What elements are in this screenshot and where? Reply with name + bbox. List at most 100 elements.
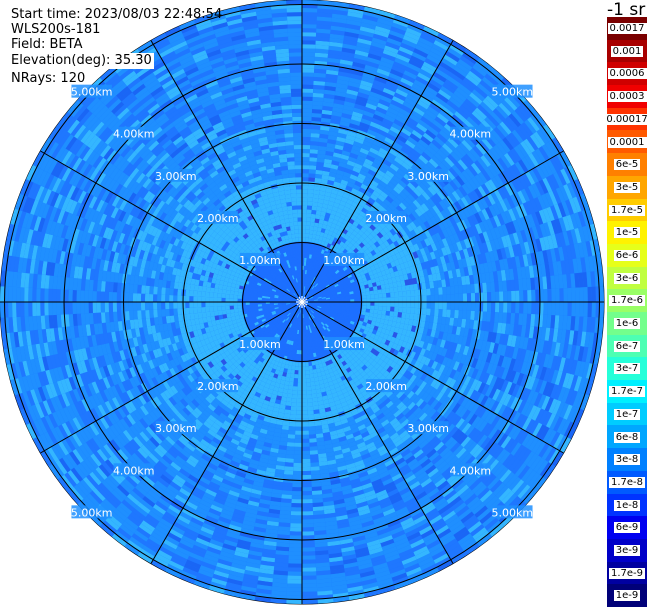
field-label: Field: BETA (11, 37, 83, 52)
colorbar-level-label: 0.0001 (607, 136, 647, 148)
range-label-text: 3.00km (155, 422, 197, 435)
range-label-text: 1.00km (323, 254, 365, 267)
colorbar-level: 1.7e-8 (607, 470, 647, 495)
range-label-text: 1.00km (239, 338, 281, 351)
colorbar-level-label: 1.7e-5 (608, 204, 646, 216)
range-label-text: 5.00km (492, 506, 534, 519)
range-label-text: 4.00km (113, 464, 155, 477)
colorbar-level: 6e-7 (607, 334, 647, 358)
range-label: 3.00km (407, 168, 449, 183)
colorbar-level: 1e-7 (607, 402, 647, 426)
colorbar-level-label: 1e-8 (613, 499, 641, 511)
range-label: 1.00km (239, 252, 281, 267)
colorbar-level: 1.7e-6 (607, 289, 647, 313)
colorbar-level-label: 0.00017 (604, 113, 647, 125)
range-label: 2.00km (197, 210, 239, 225)
range-label: 5.00km (71, 84, 112, 99)
colorbar-level: 1e-5 (607, 221, 647, 245)
range-label-text: 4.00km (113, 128, 155, 141)
ppi-gates (0, 0, 604, 604)
colorbar-level: 0.0001 (607, 130, 647, 154)
range-label: 4.00km (113, 126, 155, 141)
azimuth-line (40, 301, 303, 454)
range-label: 1.00km (323, 337, 365, 351)
colorbar-level: 0.0006 (607, 62, 647, 86)
range-label-text: 5.00km (71, 506, 113, 519)
colorbar-level-label: 3e-8 (613, 454, 641, 466)
range-label: 1.00km (239, 337, 281, 351)
range-label: 4.00km (449, 463, 491, 477)
range-label: 3.00km (155, 168, 197, 183)
colorbar-level: 1e-9 (607, 584, 647, 607)
colorbar-level: 1e-6 (607, 312, 647, 336)
range-label-text: 3.00km (155, 170, 197, 183)
colorbar-level: 1e-8 (607, 493, 647, 517)
colorbar-level-label: 3e-6 (613, 272, 641, 284)
colorbar-level-label: 1.7e-7 (608, 386, 646, 398)
azimuth-line (301, 150, 564, 303)
azimuth-line (40, 150, 303, 303)
colorbar-level: 6e-6 (607, 243, 647, 268)
colorbar-level: 3e-7 (607, 357, 647, 381)
range-label: 4.00km (113, 463, 155, 477)
colorbar-level: 1.7e-5 (607, 198, 647, 222)
radar-center-marker (296, 296, 308, 308)
colorbar-level-label: 1.7e-6 (608, 295, 646, 307)
colorbar-level-label: 3e-9 (613, 545, 641, 557)
range-label-text: 2.00km (197, 380, 239, 393)
range-label: 5.00km (492, 84, 534, 99)
colorbar-level: 6e-9 (607, 516, 647, 540)
range-label: 5.00km (492, 505, 534, 519)
elevation-label: Elevation(deg): 35.30 (11, 53, 154, 69)
range-label-text: 4.00km (449, 128, 491, 141)
range-label: 3.00km (407, 421, 449, 435)
range-label: 2.00km (365, 210, 407, 225)
colorbar-level-label: 0.0017 (607, 23, 647, 35)
colorbar-level-label: 6e-6 (613, 250, 641, 262)
colorbar-level-label: 1e-7 (613, 408, 641, 420)
colorbar-level: 3e-8 (607, 448, 647, 472)
colorbar-level: 6e-8 (607, 425, 647, 449)
start-time-label: Start time: 2023/08/03 22:48:54 (11, 7, 223, 22)
range-label: 5.00km (71, 505, 113, 519)
range-label-text: 2.00km (365, 380, 407, 393)
colorbar-level-label: 3e-5 (613, 181, 641, 193)
colorbar-level: 1.7e-9 (607, 561, 647, 585)
range-label-text: 2.00km (365, 212, 407, 225)
range-label-text: 5.00km (492, 86, 534, 99)
colorbar-level-label: 3e-7 (613, 363, 641, 375)
colorbar: 0.0017 0.001 0.0006 0.0003 0.00017 0.0001 6e-5… (604, 17, 647, 607)
range-label-text: 2.00km (197, 212, 239, 225)
colorbar-level: 0.00017 (604, 107, 647, 131)
colorbar-level: 3e-9 (607, 538, 647, 563)
colorbar-level-label: 6e-7 (613, 340, 641, 352)
ppi-plot: 1.00km 1.00km 1.00km 1.00km 2.00km 2.00km 2.00… (0, 0, 605, 605)
colorbar-level: 3e-6 (607, 266, 647, 290)
colorbar-level-label: 6e-8 (613, 431, 641, 443)
range-label-text: 3.00km (407, 422, 449, 435)
colorbar-level-label: 1e-9 (613, 590, 641, 602)
station-label: WLS200s-181 (11, 22, 101, 37)
azimuth-line (301, 301, 564, 454)
range-label-text: 1.00km (323, 338, 365, 351)
colorbar-level: 0.0017 (607, 17, 647, 41)
colorbar-level-label: 1.7e-8 (608, 476, 646, 488)
colorbar-level-label: 1e-5 (613, 227, 641, 239)
colorbar-level: 0.0003 (607, 85, 647, 109)
colorbar-level: 6e-5 (607, 153, 647, 177)
range-label: 1.00km (323, 252, 365, 267)
colorbar-level: 0.001 (607, 39, 647, 63)
range-label-text: 1.00km (239, 254, 281, 267)
range-label: 3.00km (155, 421, 197, 435)
range-labels: 1.00km 1.00km 1.00km 1.00km 2.00km 2.00km 2.00… (71, 84, 534, 519)
colorbar-level: 1.7e-7 (607, 380, 647, 404)
colorbar-level-label: 0.001 (610, 45, 644, 57)
colorbar-level-label: 0.0003 (607, 91, 647, 103)
colorbar-unit-label: -1 sr (607, 0, 646, 20)
colorbar-level: 3e-5 (607, 175, 647, 200)
colorbar-level-label: 6e-9 (613, 522, 641, 534)
colorbar-level-label: 0.0006 (607, 68, 647, 80)
range-label-text: 3.00km (407, 170, 449, 183)
nrays-label: NRays: 120 (11, 71, 86, 86)
colorbar-level-label: 1.7e-9 (608, 567, 646, 579)
